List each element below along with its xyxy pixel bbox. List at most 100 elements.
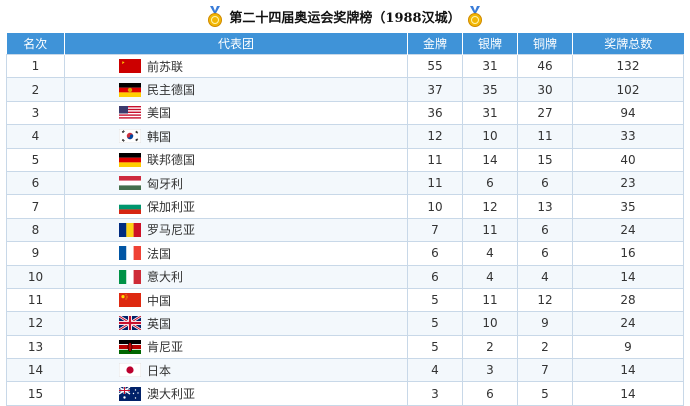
gold-cell: 6: [407, 241, 463, 266]
rank-cell: 2: [6, 77, 65, 102]
silver-cell: 31: [462, 53, 518, 79]
table-row: 13 肯尼亚 5 2 2 9: [6, 334, 684, 360]
silver-cell: 12: [462, 194, 518, 219]
team-cell: 美国: [64, 100, 408, 126]
team-cell: 肯尼亚: [64, 334, 408, 360]
total-cell: 9: [572, 334, 684, 360]
team-cell: 澳大利亚: [64, 381, 408, 406]
total-cell: 23: [572, 170, 684, 196]
total-cell: 102: [572, 77, 684, 102]
gold-cell: 37: [407, 77, 463, 102]
table-row: 5 联邦德国 11 14 15 40: [6, 147, 684, 172]
rank-cell: 12: [6, 311, 65, 336]
team-name: 韩国: [147, 129, 172, 144]
bronze-cell: 27: [517, 100, 573, 126]
table-row: 12 英国 5 10 9 24: [6, 311, 684, 336]
column-header-silver: 银牌: [462, 33, 518, 55]
bronze-cell: 5: [517, 381, 573, 406]
romania-flag-icon: [119, 222, 141, 237]
team-cell: 保加利亚: [64, 194, 408, 219]
table-row: 8 罗马尼亚 7 11 6 24: [6, 217, 684, 243]
table-row: 1 前苏联 55 31 46 132: [6, 53, 684, 79]
column-header-gold: 金牌: [407, 33, 463, 55]
japan-flag-icon: [119, 363, 141, 378]
team-name: 肯尼亚: [147, 340, 184, 355]
table-row: 4 韩国 12 10 11 33: [6, 124, 684, 149]
silver-cell: 3: [462, 358, 518, 383]
gold-cell: 4: [407, 358, 463, 383]
silver-cell: 35: [462, 77, 518, 102]
west-germany-flag-icon: [119, 152, 141, 167]
bronze-cell: 46: [517, 53, 573, 79]
gold-cell: 55: [407, 53, 463, 79]
team-name: 中国: [147, 293, 172, 308]
total-cell: 35: [572, 194, 684, 219]
bronze-cell: 6: [517, 170, 573, 196]
page-title: 第二十四届奥运会奖牌榜（1988汉城）: [229, 11, 461, 26]
table-row: 3 美国 36 31 27 94: [6, 100, 684, 126]
east-germany-flag-icon: [119, 82, 141, 97]
silver-cell: 31: [462, 100, 518, 126]
team-cell: 中国: [64, 287, 408, 313]
silver-cell: 6: [462, 381, 518, 406]
team-cell: 法国: [64, 241, 408, 266]
team-cell: 日本: [64, 358, 408, 383]
team-name: 保加利亚: [147, 200, 196, 215]
page-title-bar: 第二十四届奥运会奖牌榜（1988汉城）: [0, 0, 690, 33]
column-header-total: 奖牌总数: [572, 33, 684, 55]
table-row: 6 匈牙利 11 6 6 23: [6, 170, 684, 196]
gold-cell: 7: [407, 217, 463, 243]
rank-cell: 14: [6, 358, 65, 383]
total-cell: 33: [572, 124, 684, 149]
bulgaria-flag-icon: [119, 199, 141, 214]
medal-icon: [208, 5, 223, 27]
bronze-cell: 15: [517, 147, 573, 172]
team-name: 前苏联: [147, 59, 184, 74]
south-korea-flag-icon: [119, 129, 141, 144]
total-cell: 14: [572, 264, 684, 289]
silver-cell: 6: [462, 170, 518, 196]
team-name: 意大利: [147, 270, 184, 285]
table-row: 9 法国 6 4 6 16: [6, 241, 684, 266]
bronze-cell: 9: [517, 311, 573, 336]
rank-cell: 11: [6, 287, 65, 313]
team-cell: 前苏联: [64, 53, 408, 79]
column-header-team: 代表团: [64, 33, 408, 55]
team-cell: 联邦德国: [64, 147, 408, 172]
table-row: 2 民主德国 37 35 30 102: [6, 77, 684, 102]
bronze-cell: 7: [517, 358, 573, 383]
total-cell: 14: [572, 358, 684, 383]
team-name: 澳大利亚: [147, 387, 196, 402]
table-row: 10 意大利 6 4 4 14: [6, 264, 684, 289]
china-flag-icon: [119, 293, 141, 308]
table-row: 7 保加利亚 10 12 13 35: [6, 194, 684, 219]
team-cell: 英国: [64, 311, 408, 336]
gold-cell: 5: [407, 334, 463, 360]
rank-cell: 5: [6, 147, 65, 172]
rank-cell: 4: [6, 124, 65, 149]
bronze-cell: 2: [517, 334, 573, 360]
table-row: 15 澳大利亚 3 6 5 14: [6, 381, 684, 406]
column-header-bronze: 铜牌: [517, 33, 573, 55]
usa-flag-icon: [119, 105, 141, 120]
total-cell: 16: [572, 241, 684, 266]
silver-cell: 4: [462, 264, 518, 289]
gold-cell: 5: [407, 287, 463, 313]
table-row: 11 中国 5 11 12 28: [6, 287, 684, 313]
rank-cell: 1: [6, 53, 65, 79]
gold-cell: 36: [407, 100, 463, 126]
rank-cell: 7: [6, 194, 65, 219]
silver-cell: 10: [462, 311, 518, 336]
team-cell: 民主德国: [64, 77, 408, 102]
gold-cell: 12: [407, 124, 463, 149]
bronze-cell: 13: [517, 194, 573, 219]
france-flag-icon: [119, 246, 141, 261]
bronze-cell: 30: [517, 77, 573, 102]
total-cell: 24: [572, 217, 684, 243]
bronze-cell: 6: [517, 241, 573, 266]
bronze-cell: 6: [517, 217, 573, 243]
team-name: 罗马尼亚: [147, 223, 196, 238]
team-cell: 匈牙利: [64, 170, 408, 196]
rank-cell: 9: [6, 241, 65, 266]
rank-cell: 6: [6, 170, 65, 196]
